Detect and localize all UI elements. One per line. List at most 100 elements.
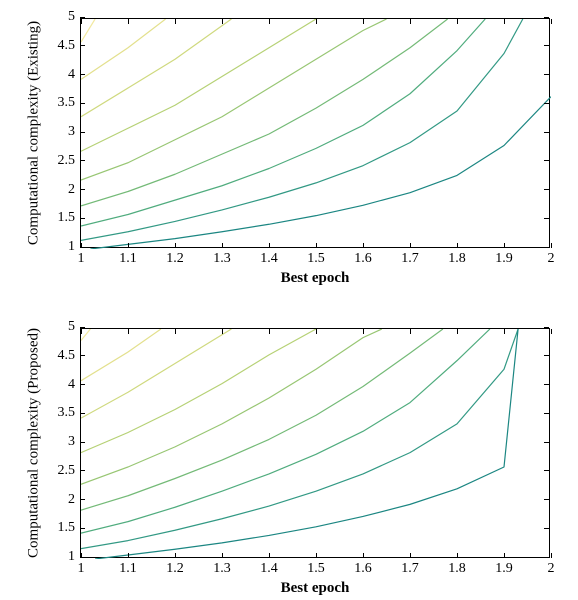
xtick bbox=[410, 19, 411, 24]
xtick bbox=[551, 19, 552, 24]
xtick-label: 1.6 bbox=[354, 557, 372, 577]
xtick-label: 1.5 bbox=[307, 557, 325, 577]
contour-line bbox=[81, 329, 90, 341]
xtick bbox=[222, 19, 223, 24]
xtick-label: 1.7 bbox=[401, 247, 419, 267]
xlabel-proposed: Best epoch bbox=[281, 580, 350, 597]
xtick-label: 1.8 bbox=[448, 557, 466, 577]
ytick bbox=[544, 247, 549, 248]
ytick-label: 5 bbox=[68, 9, 81, 25]
contour-svg-proposed bbox=[81, 329, 551, 559]
ytick bbox=[544, 557, 549, 558]
plot-area-proposed: 11.11.21.31.41.51.61.71.81.9211.522.533.… bbox=[80, 328, 550, 558]
xtick bbox=[457, 19, 458, 24]
xtick-label: 1.3 bbox=[213, 557, 231, 577]
ytick-label: 3 bbox=[68, 124, 81, 140]
ytick-label: 2.5 bbox=[58, 153, 82, 169]
contour-line bbox=[81, 329, 231, 418]
xtick-label: 1.8 bbox=[448, 247, 466, 267]
ytick-label: 5 bbox=[68, 319, 81, 335]
ytick bbox=[544, 218, 549, 219]
xtick-label: 1.7 bbox=[401, 557, 419, 577]
contour-line bbox=[81, 19, 523, 240]
plot-area-existing: 11.11.21.31.41.51.61.71.81.9211.522.533.… bbox=[80, 18, 550, 248]
contour-svg-existing bbox=[81, 19, 551, 249]
ytick-label: 3.5 bbox=[58, 405, 82, 421]
xtick-label: 1.1 bbox=[119, 247, 137, 267]
ytick-label: 4 bbox=[68, 67, 81, 83]
xtick bbox=[175, 329, 176, 334]
contour-line bbox=[81, 19, 316, 151]
xtick-label: 1.9 bbox=[495, 247, 513, 267]
ytick-label: 1.5 bbox=[58, 520, 82, 536]
ytick bbox=[544, 45, 549, 46]
ytick bbox=[544, 442, 549, 443]
contour-line bbox=[81, 19, 448, 206]
figure: 1 1.1 1.2 1.3 1.4 1.5 1.6 1.7 1.8 1.9 2 1 1.5 2 2.5 3 3.… bbox=[0, 0, 578, 600]
ytick bbox=[544, 413, 549, 414]
xtick bbox=[128, 19, 129, 24]
ytick bbox=[544, 189, 549, 190]
ytick bbox=[544, 132, 549, 133]
xtick-label: 2 bbox=[548, 247, 555, 267]
xtick bbox=[316, 19, 317, 24]
ytick-label: 2 bbox=[68, 182, 81, 198]
ytick-label: 1 bbox=[68, 549, 81, 565]
ytick-label: 2.5 bbox=[58, 463, 82, 479]
ylabel-proposed: Computational complexity (Proposed) bbox=[26, 328, 43, 558]
xtick bbox=[128, 329, 129, 334]
ylabel-existing: Computational complexity (Existing) bbox=[26, 21, 43, 245]
xtick bbox=[504, 19, 505, 24]
contour-line bbox=[81, 19, 166, 79]
xtick bbox=[363, 329, 364, 334]
contour-line bbox=[81, 329, 382, 484]
ytick-label: 4 bbox=[68, 377, 81, 393]
ytick bbox=[544, 528, 549, 529]
contour-line bbox=[81, 19, 231, 117]
ytick-label: 3 bbox=[68, 434, 81, 450]
ytick-label: 3.5 bbox=[58, 95, 82, 111]
ytick bbox=[544, 355, 549, 356]
xtick bbox=[457, 329, 458, 334]
xtick bbox=[504, 329, 505, 334]
ytick-label: 4.5 bbox=[58, 38, 82, 54]
ytick-label: 1.5 bbox=[58, 210, 82, 226]
ytick bbox=[544, 327, 549, 328]
ytick bbox=[544, 160, 549, 161]
xtick-label: 1.2 bbox=[166, 557, 184, 577]
contour-line bbox=[81, 329, 161, 381]
xtick-label: 2 bbox=[548, 557, 555, 577]
contour-line bbox=[90, 97, 551, 249]
ytick-label: 4.5 bbox=[58, 348, 82, 364]
xtick bbox=[269, 329, 270, 334]
xtick bbox=[175, 19, 176, 24]
xtick-label: 1.3 bbox=[213, 247, 231, 267]
contour-line bbox=[81, 19, 485, 226]
ytick bbox=[544, 17, 549, 18]
xtick-label: 1.4 bbox=[260, 247, 278, 267]
xtick-label: 1.6 bbox=[354, 247, 372, 267]
xtick-label: 1.1 bbox=[119, 557, 137, 577]
xtick bbox=[363, 19, 364, 24]
ytick bbox=[544, 384, 549, 385]
xtick bbox=[222, 329, 223, 334]
ytick bbox=[544, 470, 549, 471]
xtick-label: 1.5 bbox=[307, 247, 325, 267]
xtick bbox=[551, 329, 552, 334]
ytick-label: 2 bbox=[68, 492, 81, 508]
ytick bbox=[544, 103, 549, 104]
xtick-label: 1.4 bbox=[260, 557, 278, 577]
xtick bbox=[316, 329, 317, 334]
contour-line bbox=[81, 19, 387, 180]
xtick bbox=[410, 329, 411, 334]
xlabel-existing: Best epoch bbox=[281, 270, 350, 287]
panel-proposed: 11.11.21.31.41.51.61.71.81.9211.522.533.… bbox=[80, 328, 550, 558]
contour-line bbox=[81, 329, 443, 510]
contour-line bbox=[81, 19, 95, 42]
xtick bbox=[269, 19, 270, 24]
panel-existing: 11.11.21.31.41.51.61.71.81.9211.522.533.… bbox=[80, 18, 550, 248]
ytick-label: 1 bbox=[68, 239, 81, 255]
ytick bbox=[544, 74, 549, 75]
xtick-label: 1.9 bbox=[495, 557, 513, 577]
xtick-label: 1.2 bbox=[166, 247, 184, 267]
